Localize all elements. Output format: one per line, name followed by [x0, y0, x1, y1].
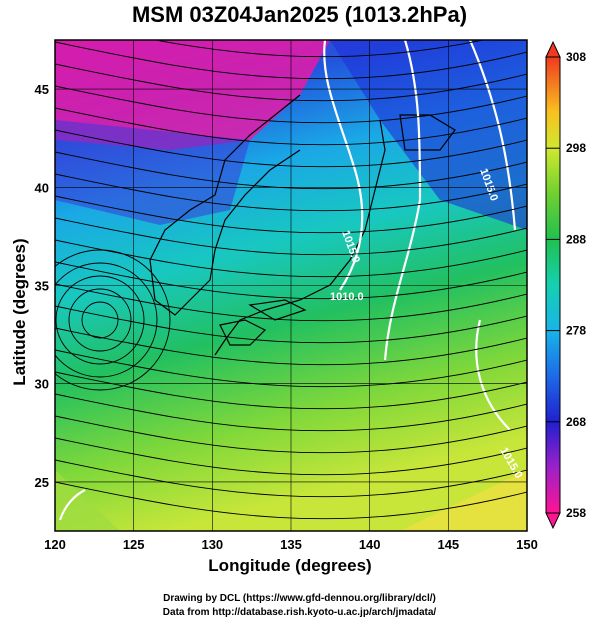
coastlines	[149, 94, 456, 356]
x-tick-label: 140	[359, 537, 381, 552]
colorbar: 308 298 288 278 268 258	[545, 40, 586, 530]
streamline	[55, 261, 527, 300]
cyclone-streamline	[55, 262, 158, 378]
streamline	[55, 459, 527, 498]
streamline	[55, 481, 527, 520]
colorbar-scale	[545, 56, 561, 514]
y-tick-label: 45	[35, 82, 49, 97]
streamline	[55, 63, 527, 102]
cold-airmass	[55, 40, 330, 150]
streamline	[55, 393, 527, 432]
wind-streamlines	[55, 40, 527, 520]
lat-lon-grid	[55, 40, 527, 531]
colorbar-tick-label: 308	[566, 50, 586, 64]
streamline	[55, 437, 527, 476]
y-tick-label: 35	[35, 279, 49, 294]
streamline	[55, 327, 527, 366]
cyclone-streamline	[55, 275, 145, 365]
streamline	[55, 151, 527, 190]
x-tick-label: 135	[280, 537, 302, 552]
x-tick-label: 150	[516, 537, 538, 552]
cold-airmass-edge	[55, 120, 250, 225]
streamline	[55, 239, 527, 278]
colorbar-max-arrow	[545, 40, 561, 58]
isobar-label: 1010.0	[330, 291, 364, 303]
plot-frame	[54, 39, 528, 532]
streamline	[55, 415, 527, 454]
streamline	[55, 85, 527, 124]
map-title: MSM 03Z04Jan2025 (1013.2hPa)	[131, 2, 468, 27]
x-tick-label: 120	[44, 537, 66, 552]
x-tick-label: 125	[123, 537, 145, 552]
streamline	[55, 371, 527, 410]
x-axis-label: Longitude (degrees)	[208, 556, 372, 575]
colorbar-min-arrow	[545, 512, 561, 530]
colorbar-tick-label: 258	[566, 506, 586, 520]
streamline	[55, 41, 527, 80]
colorbar-tick-label: 278	[566, 324, 586, 338]
cyclone-streamline	[81, 301, 119, 339]
field-layer: 1015.0 1015.0 1010.0 1015.0	[55, 40, 527, 531]
colorbar-tick-label: 298	[566, 141, 586, 155]
drawing-credit: Drawing by DCL (https://www.gfd-dennou.o…	[163, 593, 436, 604]
cyclone-streamline	[55, 249, 171, 391]
y-tick-label: 25	[35, 475, 49, 490]
cyclone-streamline	[68, 288, 132, 352]
y-axis-ticks: 25 30 35 40 45	[35, 82, 49, 490]
streamline	[55, 195, 527, 234]
warm-region-southeast	[400, 470, 527, 531]
streamline	[152, 40, 486, 58]
colorbar-tick-label: 288	[566, 232, 586, 246]
streamline	[55, 107, 527, 146]
y-tick-label: 40	[35, 180, 49, 195]
streamline	[55, 283, 527, 322]
y-tick-label: 30	[35, 377, 49, 392]
x-axis-ticks: 120 125 130 135 140 145 150	[44, 537, 538, 552]
streamline	[55, 129, 527, 168]
data-credit: Data from http://database.rish.kyoto-u.a…	[162, 607, 437, 618]
streamline	[55, 349, 527, 388]
x-tick-label: 130	[201, 537, 223, 552]
northeast-cold-region	[330, 40, 527, 230]
streamline	[55, 217, 527, 256]
y-axis-label: Latitude (degrees)	[10, 238, 29, 386]
x-tick-label: 145	[437, 537, 459, 552]
colorbar-tick-label: 268	[566, 415, 586, 429]
isobars	[58, 40, 517, 521]
streamline	[55, 305, 527, 344]
streamline	[55, 173, 527, 212]
